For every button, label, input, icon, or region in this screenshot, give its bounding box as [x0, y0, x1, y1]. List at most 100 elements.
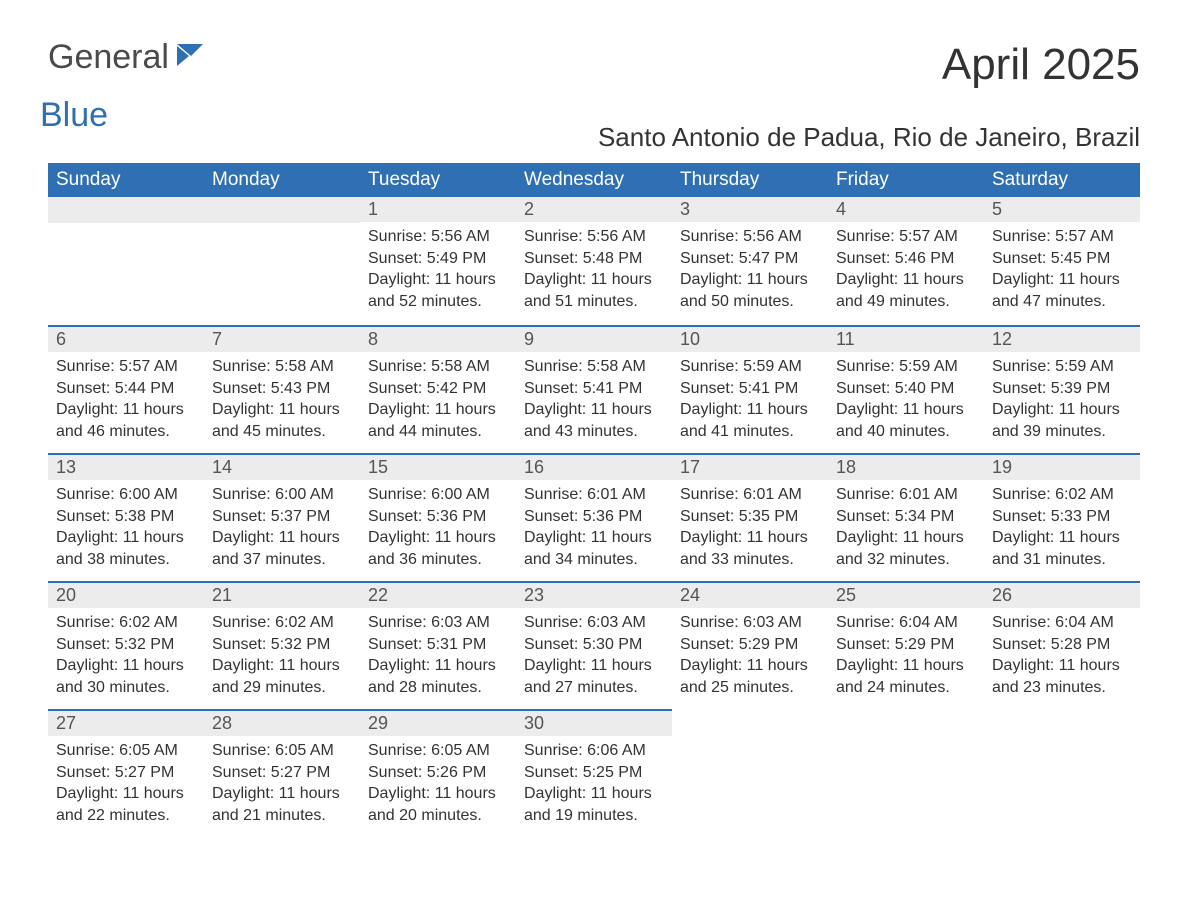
logo-text: General Blue: [48, 40, 207, 108]
day-number-bar: 24: [672, 581, 828, 608]
calendar-day-cell: 28Sunrise: 6:05 AMSunset: 5:27 PMDayligh…: [204, 709, 360, 837]
sunrise-text: Sunrise: 6:05 AM: [212, 740, 352, 762]
title-block: April 2025: [942, 40, 1140, 90]
day-number-bar: 14: [204, 453, 360, 480]
calendar-day-cell: [828, 709, 984, 837]
day-details: Sunrise: 6:03 AMSunset: 5:31 PMDaylight:…: [360, 608, 516, 706]
calendar-day-cell: 23Sunrise: 6:03 AMSunset: 5:30 PMDayligh…: [516, 581, 672, 709]
day-number-bar: 17: [672, 453, 828, 480]
sunrise-text: Sunrise: 5:59 AM: [992, 356, 1132, 378]
daylight-text: Daylight: 11 hours and 22 minutes.: [56, 783, 196, 826]
sunset-text: Sunset: 5:25 PM: [524, 762, 664, 784]
sunrise-text: Sunrise: 6:03 AM: [368, 612, 508, 634]
sunrise-text: Sunrise: 6:00 AM: [212, 484, 352, 506]
calendar-day-cell: 27Sunrise: 6:05 AMSunset: 5:27 PMDayligh…: [48, 709, 204, 837]
sunset-text: Sunset: 5:36 PM: [368, 506, 508, 528]
calendar-day-cell: 9Sunrise: 5:58 AMSunset: 5:41 PMDaylight…: [516, 325, 672, 453]
day-number-bar: 29: [360, 709, 516, 736]
weekday-header: Thursday: [672, 163, 828, 197]
day-details: Sunrise: 6:01 AMSunset: 5:34 PMDaylight:…: [828, 480, 984, 578]
sunrise-text: Sunrise: 5:57 AM: [836, 226, 976, 248]
day-number-bar: 12: [984, 325, 1140, 352]
daylight-text: Daylight: 11 hours and 31 minutes.: [992, 527, 1132, 570]
day-details: Sunrise: 5:57 AMSunset: 5:46 PMDaylight:…: [828, 222, 984, 320]
calendar-day-cell: [984, 709, 1140, 837]
sunset-text: Sunset: 5:28 PM: [992, 634, 1132, 656]
calendar-day-cell: 5Sunrise: 5:57 AMSunset: 5:45 PMDaylight…: [984, 197, 1140, 325]
sunrise-text: Sunrise: 5:58 AM: [524, 356, 664, 378]
sunset-text: Sunset: 5:41 PM: [680, 378, 820, 400]
logo: General Blue: [48, 40, 207, 108]
day-details: Sunrise: 6:05 AMSunset: 5:26 PMDaylight:…: [360, 736, 516, 834]
daylight-text: Daylight: 11 hours and 27 minutes.: [524, 655, 664, 698]
daylight-text: Daylight: 11 hours and 38 minutes.: [56, 527, 196, 570]
sunset-text: Sunset: 5:40 PM: [836, 378, 976, 400]
sunset-text: Sunset: 5:43 PM: [212, 378, 352, 400]
day-number-bar: [204, 197, 360, 223]
day-details: Sunrise: 6:01 AMSunset: 5:35 PMDaylight:…: [672, 480, 828, 578]
daylight-text: Daylight: 11 hours and 50 minutes.: [680, 269, 820, 312]
weekday-header: Sunday: [48, 163, 204, 197]
calendar-day-cell: 24Sunrise: 6:03 AMSunset: 5:29 PMDayligh…: [672, 581, 828, 709]
weekday-header: Friday: [828, 163, 984, 197]
day-details: Sunrise: 6:03 AMSunset: 5:29 PMDaylight:…: [672, 608, 828, 706]
sunrise-text: Sunrise: 6:02 AM: [992, 484, 1132, 506]
day-details: Sunrise: 6:01 AMSunset: 5:36 PMDaylight:…: [516, 480, 672, 578]
day-number-bar: 2: [516, 197, 672, 222]
calendar-day-cell: 29Sunrise: 6:05 AMSunset: 5:26 PMDayligh…: [360, 709, 516, 837]
daylight-text: Daylight: 11 hours and 40 minutes.: [836, 399, 976, 442]
sunrise-text: Sunrise: 5:57 AM: [56, 356, 196, 378]
sunrise-text: Sunrise: 5:59 AM: [680, 356, 820, 378]
day-number-bar: 25: [828, 581, 984, 608]
sunset-text: Sunset: 5:41 PM: [524, 378, 664, 400]
sunrise-text: Sunrise: 6:00 AM: [56, 484, 196, 506]
sunrise-text: Sunrise: 6:04 AM: [836, 612, 976, 634]
calendar-day-cell: 4Sunrise: 5:57 AMSunset: 5:46 PMDaylight…: [828, 197, 984, 325]
sunrise-text: Sunrise: 6:04 AM: [992, 612, 1132, 634]
calendar-week-row: 6Sunrise: 5:57 AMSunset: 5:44 PMDaylight…: [48, 325, 1140, 453]
daylight-text: Daylight: 11 hours and 44 minutes.: [368, 399, 508, 442]
daylight-text: Daylight: 11 hours and 36 minutes.: [368, 527, 508, 570]
sunset-text: Sunset: 5:47 PM: [680, 248, 820, 270]
day-details: Sunrise: 6:02 AMSunset: 5:32 PMDaylight:…: [204, 608, 360, 706]
calendar-day-cell: 6Sunrise: 5:57 AMSunset: 5:44 PMDaylight…: [48, 325, 204, 453]
sunrise-text: Sunrise: 6:02 AM: [56, 612, 196, 634]
day-number-bar: 15: [360, 453, 516, 480]
sunset-text: Sunset: 5:37 PM: [212, 506, 352, 528]
day-details: Sunrise: 5:58 AMSunset: 5:41 PMDaylight:…: [516, 352, 672, 450]
sunset-text: Sunset: 5:45 PM: [992, 248, 1132, 270]
sunset-text: Sunset: 5:44 PM: [56, 378, 196, 400]
daylight-text: Daylight: 11 hours and 45 minutes.: [212, 399, 352, 442]
sunset-text: Sunset: 5:48 PM: [524, 248, 664, 270]
weekday-header: Wednesday: [516, 163, 672, 197]
daylight-text: Daylight: 11 hours and 33 minutes.: [680, 527, 820, 570]
sunrise-text: Sunrise: 6:01 AM: [836, 484, 976, 506]
sunrise-text: Sunrise: 6:06 AM: [524, 740, 664, 762]
sunset-text: Sunset: 5:34 PM: [836, 506, 976, 528]
calendar-day-cell: 25Sunrise: 6:04 AMSunset: 5:29 PMDayligh…: [828, 581, 984, 709]
day-details: Sunrise: 6:00 AMSunset: 5:38 PMDaylight:…: [48, 480, 204, 578]
sunset-text: Sunset: 5:26 PM: [368, 762, 508, 784]
header-row: General Blue April 2025: [48, 40, 1140, 108]
day-number-bar: 27: [48, 709, 204, 736]
calendar-day-cell: 16Sunrise: 6:01 AMSunset: 5:36 PMDayligh…: [516, 453, 672, 581]
page: General Blue April 2025 Santo Antonio de…: [0, 0, 1188, 918]
sunrise-text: Sunrise: 6:01 AM: [680, 484, 820, 506]
sunset-text: Sunset: 5:27 PM: [212, 762, 352, 784]
weekday-header-row: SundayMondayTuesdayWednesdayThursdayFrid…: [48, 163, 1140, 197]
weekday-header: Monday: [204, 163, 360, 197]
sunset-text: Sunset: 5:33 PM: [992, 506, 1132, 528]
sunset-text: Sunset: 5:31 PM: [368, 634, 508, 656]
daylight-text: Daylight: 11 hours and 30 minutes.: [56, 655, 196, 698]
calendar-week-row: 1Sunrise: 5:56 AMSunset: 5:49 PMDaylight…: [48, 197, 1140, 325]
calendar-day-cell: 21Sunrise: 6:02 AMSunset: 5:32 PMDayligh…: [204, 581, 360, 709]
calendar-day-cell: 10Sunrise: 5:59 AMSunset: 5:41 PMDayligh…: [672, 325, 828, 453]
day-number-bar: 16: [516, 453, 672, 480]
day-details: Sunrise: 6:02 AMSunset: 5:32 PMDaylight:…: [48, 608, 204, 706]
daylight-text: Daylight: 11 hours and 41 minutes.: [680, 399, 820, 442]
calendar-day-cell: 1Sunrise: 5:56 AMSunset: 5:49 PMDaylight…: [360, 197, 516, 325]
day-number-bar: [48, 197, 204, 223]
day-number-bar: 22: [360, 581, 516, 608]
day-details: Sunrise: 6:05 AMSunset: 5:27 PMDaylight:…: [48, 736, 204, 834]
sunrise-text: Sunrise: 6:00 AM: [368, 484, 508, 506]
